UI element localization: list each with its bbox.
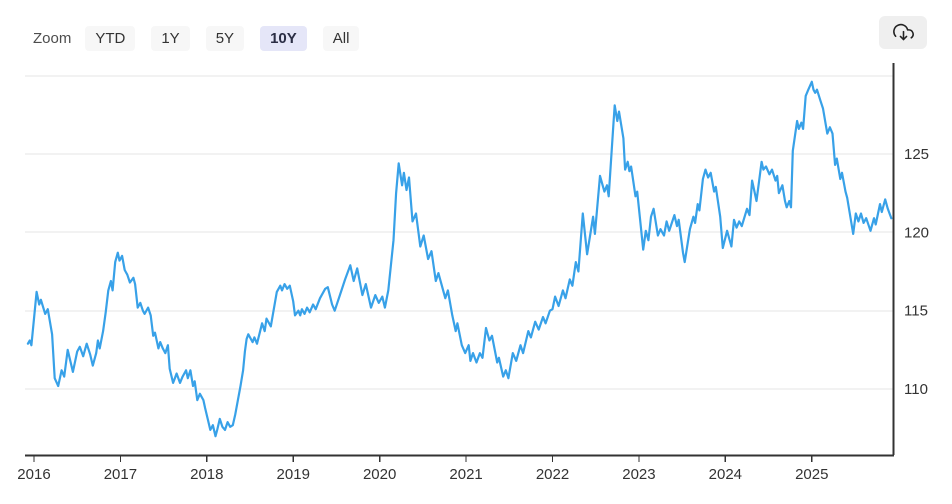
- download-button[interactable]: [879, 16, 927, 49]
- range-button-all[interactable]: All: [322, 25, 360, 51]
- y-tick-label: 110: [904, 381, 928, 398]
- x-tick-label: 2017: [104, 466, 137, 483]
- x-tick-label: 2018: [190, 466, 223, 483]
- y-tick-label: 125: [904, 146, 929, 163]
- range-button-10y[interactable]: 10Y: [260, 25, 307, 51]
- range-button-1y[interactable]: 1Y: [151, 25, 190, 51]
- zoom-toolbar: Zoom YTD 1Y 5Y 10Y All: [33, 25, 360, 51]
- x-tick-label: 2023: [622, 466, 655, 483]
- cloud-download-icon: [892, 22, 914, 43]
- range-button-ytd[interactable]: YTD: [85, 25, 136, 51]
- x-tick-label: 2022: [536, 466, 569, 483]
- x-tick-label: 2024: [709, 466, 742, 483]
- y-tick-label: 120: [904, 224, 929, 241]
- price-line[interactable]: [26, 80, 893, 438]
- range-buttons: YTD 1Y 5Y 10Y All: [85, 25, 360, 51]
- x-tick-label: 2020: [363, 466, 396, 483]
- x-tick-label: 2025: [795, 466, 828, 483]
- zoom-label: Zoom: [33, 29, 72, 47]
- x-tick-label: 2016: [17, 466, 50, 483]
- x-tick-label: 2019: [277, 466, 310, 483]
- x-tick-label: 2021: [449, 466, 482, 483]
- y-tick-label: 115: [904, 303, 928, 320]
- range-button-5y[interactable]: 5Y: [205, 25, 245, 51]
